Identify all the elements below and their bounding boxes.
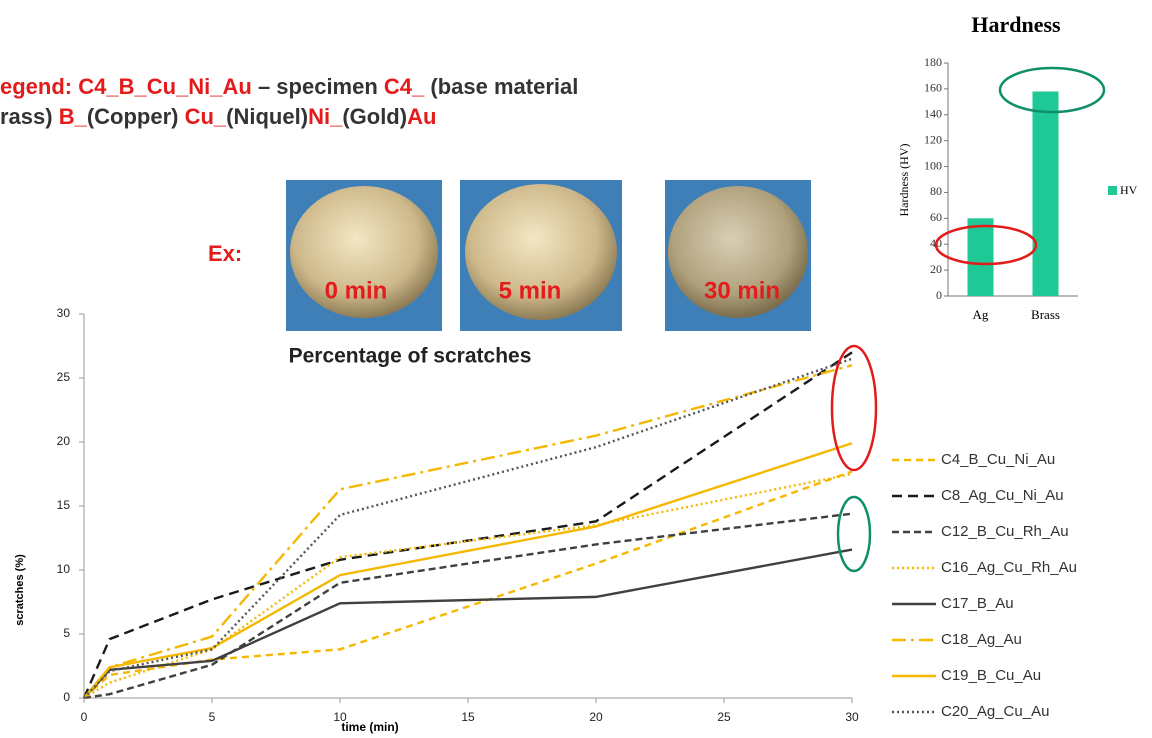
y-tick-label: 5 bbox=[63, 626, 70, 640]
y-tick-label: 140 bbox=[924, 107, 942, 121]
legend-label: C20_Ag_Cu_Au bbox=[941, 703, 1049, 720]
legend-label: C17_B_Au bbox=[941, 595, 1014, 612]
x-tick-label: 5 bbox=[209, 710, 216, 724]
legend-swatch bbox=[1108, 186, 1117, 195]
series-line bbox=[83, 512, 853, 700]
legend-segment: Au bbox=[407, 104, 436, 129]
series-line bbox=[83, 442, 853, 699]
highlight-ellipse bbox=[836, 495, 872, 573]
x-tick-label: 0 bbox=[81, 710, 88, 724]
legend-label: C16_Ag_Cu_Rh_Au bbox=[941, 559, 1077, 576]
y-tick-label: 80 bbox=[930, 184, 942, 198]
legend-line: egend: C4_B_Cu_Ni_Au – specimen C4_ (bas… bbox=[0, 74, 578, 99]
x-tick-label: 30 bbox=[845, 710, 859, 724]
legend-line: rass) B_(Copper) Cu_(Niquel)Ni_(Gold)Au bbox=[0, 104, 436, 129]
x-axis-label: time (min) bbox=[341, 720, 398, 734]
y-tick-label: 20 bbox=[57, 434, 71, 448]
y-tick-label: 160 bbox=[924, 81, 942, 95]
legend-segment: (Copper) bbox=[87, 104, 185, 129]
series-line bbox=[83, 548, 853, 699]
legend-text: egend: C4_B_Cu_Ni_Au – specimen C4_ (bas… bbox=[0, 74, 578, 129]
highlight-ellipse bbox=[934, 224, 1038, 266]
y-tick-label: 0 bbox=[63, 690, 70, 704]
y-axis-label: scratches (%) bbox=[14, 554, 26, 626]
photo-label: 30 min bbox=[704, 277, 780, 304]
series-line bbox=[82, 351, 853, 699]
y-tick-label: 10 bbox=[57, 562, 71, 576]
chart-title: Hardness bbox=[971, 12, 1061, 37]
photo: 0 min bbox=[286, 180, 442, 331]
y-tick-label: 25 bbox=[57, 370, 71, 384]
y-tick-label: 30 bbox=[57, 306, 71, 320]
y-tick-label: 15 bbox=[57, 498, 71, 512]
y-tick-label: 120 bbox=[924, 132, 942, 146]
y-tick-label: 60 bbox=[930, 210, 942, 224]
legend-segment: – specimen bbox=[252, 74, 384, 99]
series-line bbox=[83, 470, 853, 699]
photo: 30 min bbox=[665, 180, 811, 331]
photo-label: 0 min bbox=[325, 277, 388, 304]
highlight-ellipse bbox=[830, 344, 878, 472]
x-tick-label: 25 bbox=[717, 710, 731, 724]
bar bbox=[1032, 91, 1059, 296]
legend-segment: Cu_ bbox=[185, 104, 227, 129]
x-tick-label: 15 bbox=[461, 710, 475, 724]
legend-segment: C4_ bbox=[384, 74, 425, 99]
photo: 5 min bbox=[460, 180, 622, 331]
x-tick-label: 20 bbox=[589, 710, 603, 724]
legend-segment: (base material bbox=[424, 74, 578, 99]
x-tick-label: Brass bbox=[1031, 307, 1060, 322]
y-tick-label: 100 bbox=[924, 158, 942, 172]
photo-label: 5 min bbox=[499, 277, 562, 304]
legend-label: C4_B_Cu_Ni_Au bbox=[941, 451, 1055, 468]
y-tick-label: 20 bbox=[930, 262, 942, 276]
highlight-ellipse bbox=[998, 66, 1106, 114]
chart-title: Percentage of scratches bbox=[289, 345, 532, 368]
x-tick-label: Ag bbox=[973, 307, 989, 322]
y-tick-label: 180 bbox=[924, 55, 942, 69]
y-tick-label: 0 bbox=[936, 288, 942, 302]
bar bbox=[967, 218, 994, 296]
legend-segment: rass) bbox=[0, 104, 59, 129]
legend-segment: B_ bbox=[59, 104, 88, 129]
legend-label: C8_Ag_Cu_Ni_Au bbox=[941, 487, 1064, 504]
charts: 0 5 10 15 20 25 30 0 5 10 15 20 25 30 Percentage of sc… bbox=[14, 12, 1138, 734]
series-line bbox=[83, 364, 853, 699]
legend-label: C19_B_Cu_Au bbox=[941, 667, 1041, 684]
series-line bbox=[83, 357, 853, 699]
x-tick-label: 10 bbox=[333, 710, 347, 724]
legend-label: C18_Ag_Au bbox=[941, 631, 1022, 648]
series-line bbox=[83, 472, 853, 700]
y-axis-label: Hardness (HV) bbox=[897, 144, 911, 217]
example-label: Ex: bbox=[208, 241, 242, 266]
legend-segment: (Gold) bbox=[342, 104, 407, 129]
legend-segment: egend: C4_B_Cu_Ni_Au bbox=[0, 74, 252, 99]
legend-label: C12_B_Cu_Rh_Au bbox=[941, 523, 1069, 540]
legend-segment: (Niquel) bbox=[226, 104, 308, 129]
legend-segment: Ni_ bbox=[308, 104, 343, 129]
legend-label: HV bbox=[1120, 183, 1138, 197]
